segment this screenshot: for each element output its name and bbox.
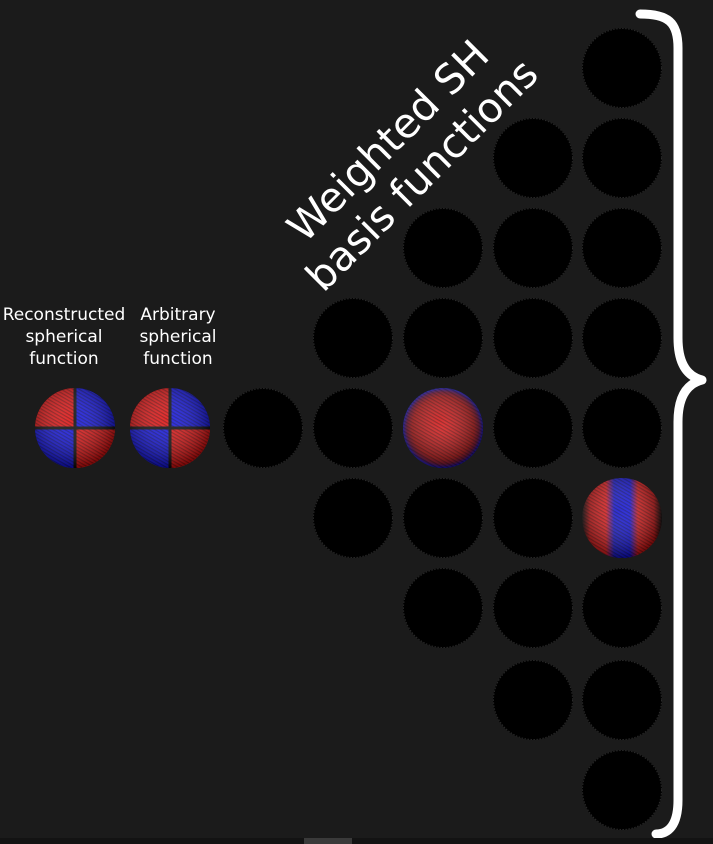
sh-l4-m-2 bbox=[582, 208, 662, 288]
sh-l3-m-3 bbox=[493, 118, 573, 198]
bottom-bar bbox=[0, 838, 713, 844]
sh-l3-m2 bbox=[493, 568, 573, 648]
reconstructed-sphere bbox=[35, 388, 115, 468]
sh-l4-m3 bbox=[582, 660, 662, 740]
sh-l2-m1 bbox=[403, 478, 483, 558]
sh-l4-m1 bbox=[582, 478, 662, 558]
sh-l3-m1 bbox=[493, 478, 573, 558]
sh-l2-m-2 bbox=[403, 208, 483, 288]
sh-l2-m2 bbox=[403, 568, 483, 648]
sh-l4-m2 bbox=[582, 568, 662, 648]
reconstructed-label: Reconstructed spherical function bbox=[2, 305, 126, 369]
sh-l0-m0 bbox=[223, 388, 303, 468]
sh-l4-m4 bbox=[582, 750, 662, 830]
sh-l4-m0 bbox=[582, 388, 662, 468]
sh-l1-m1 bbox=[313, 478, 393, 558]
scroll-handle[interactable] bbox=[304, 838, 352, 844]
sh-l1-m-1 bbox=[313, 298, 393, 378]
sh-l3-m-2 bbox=[493, 208, 573, 288]
sh-l4-m-1 bbox=[582, 298, 662, 378]
sh-l2-m0 bbox=[403, 388, 483, 468]
sh-l4-m-4 bbox=[582, 28, 662, 108]
sh-l3-m0 bbox=[493, 388, 573, 468]
brace-icon bbox=[635, 9, 707, 839]
sh-l2-m-1 bbox=[403, 298, 483, 378]
arbitrary-sphere bbox=[130, 388, 210, 468]
sh-l1-m0 bbox=[313, 388, 393, 468]
sh-l4-m-3 bbox=[582, 118, 662, 198]
sh-l3-m-1 bbox=[493, 298, 573, 378]
sh-l3-m3 bbox=[493, 660, 573, 740]
arbitrary-label: Arbitrary spherical function bbox=[139, 305, 217, 369]
